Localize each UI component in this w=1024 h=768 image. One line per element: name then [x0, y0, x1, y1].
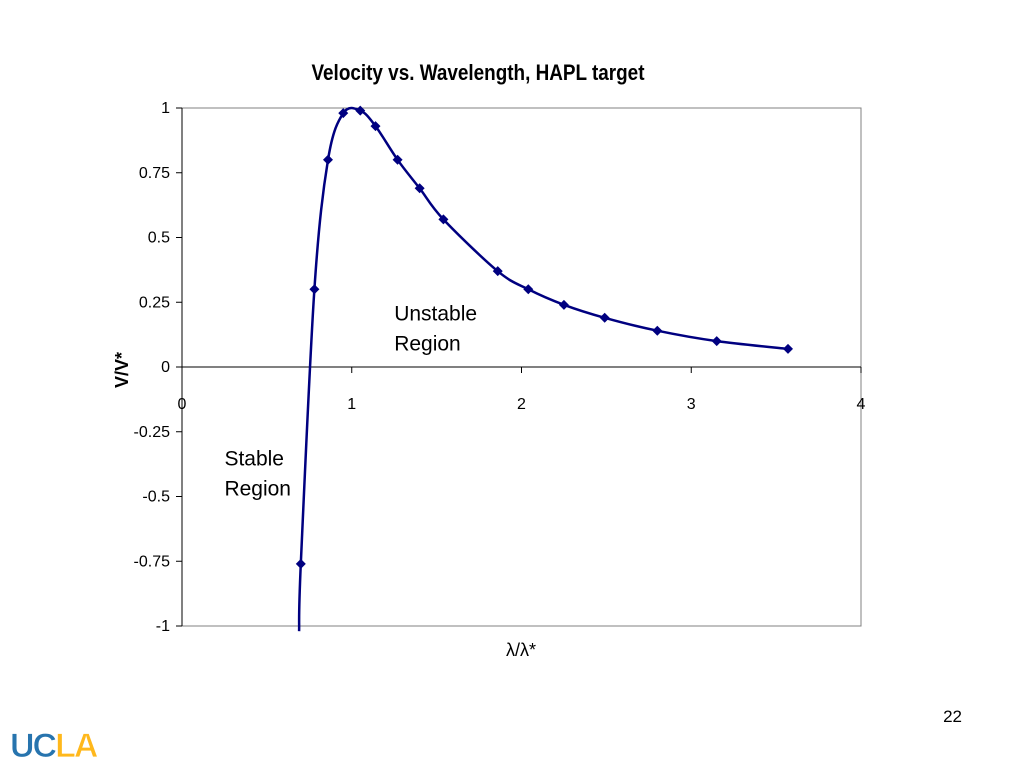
data-point-marker — [438, 214, 449, 225]
annotations: Unstable Region Stable Region — [224, 302, 477, 500]
x-axis-ticks: 0 1 2 3 4 — [178, 367, 866, 413]
y-axis-ticks: -1 -0.75 -0.5 -0.25 0 0.25 0.5 0.75 1 — [134, 100, 182, 635]
data-point-marker — [711, 336, 722, 347]
annotation-text: Region — [224, 477, 291, 500]
x-tick-label: 3 — [687, 396, 696, 413]
page-number: 22 — [943, 707, 962, 726]
series-markers — [295, 105, 794, 569]
y-axis-label: V/V* — [112, 352, 132, 388]
data-point-marker — [295, 558, 306, 569]
data-point-marker — [355, 105, 366, 116]
ucla-logo-text: UCLA — [10, 727, 98, 762]
y-tick-label: 0.5 — [148, 230, 170, 247]
x-axis-label: λ/λ* — [506, 640, 536, 660]
data-point-marker — [599, 312, 610, 323]
data-point-marker — [322, 154, 333, 165]
y-tick-label: 0.25 — [139, 294, 170, 311]
y-tick-label: -0.25 — [134, 424, 171, 441]
y-tick-label: 1 — [161, 100, 170, 117]
data-point-marker — [558, 299, 569, 310]
data-point-marker — [309, 284, 320, 295]
x-tick-label: 4 — [857, 396, 866, 413]
x-tick-label: 2 — [517, 396, 526, 413]
chart-title: Velocity vs. Wavelength, HAPL target — [311, 61, 644, 86]
data-point-marker — [338, 108, 349, 119]
annotation-text: Stable — [224, 447, 284, 470]
data-point-marker — [783, 343, 794, 354]
ucla-logo: UCLA — [10, 727, 100, 762]
x-tick-label: 1 — [347, 396, 356, 413]
data-point-marker — [414, 183, 425, 194]
data-point-marker — [370, 121, 381, 132]
x-tick-label: 0 — [178, 396, 187, 413]
chart: Velocity vs. Wavelength, HAPL target -1-… — [112, 61, 866, 660]
y-tick-label: -1 — [156, 618, 170, 635]
annotation-text: Unstable — [394, 302, 477, 325]
y-tick-label: 0.75 — [139, 165, 170, 182]
y-tick-label: 0 — [161, 359, 170, 376]
y-tick-label: -0.5 — [142, 489, 170, 506]
data-point-marker — [392, 154, 403, 165]
data-point-marker — [652, 325, 663, 336]
annotation-text: Region — [394, 332, 461, 355]
data-point-marker — [492, 266, 503, 277]
data-point-marker — [523, 284, 534, 295]
y-tick-label: -0.75 — [134, 553, 171, 570]
